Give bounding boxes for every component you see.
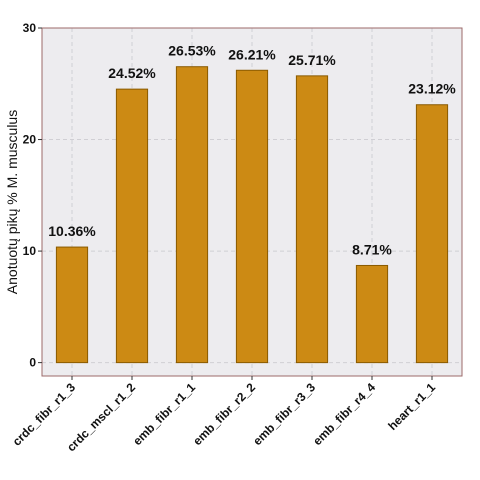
data-labels: 10.36% 24.52% 26.53% 26.21% 25.71% 8.71% 23.12… [48,43,456,258]
y-tick-label: 0 [29,356,36,370]
data-label: 8.71% [352,241,392,257]
y-axis: 0 10 20 30 [23,21,42,370]
data-label: 26.53% [168,43,216,59]
x-tick-label: emb_fibr_r1_1 [130,380,198,448]
x-tick-label: emb_fibr_r2_2 [190,380,258,448]
bar [295,75,329,364]
bar [115,88,149,364]
data-label: 25.71% [288,52,336,68]
x-tick-label: heart_r1_1 [385,380,438,433]
x-tick-label: emb_fibr_r3_3 [250,380,318,448]
bar [235,69,269,364]
bar [175,66,209,364]
y-tick-label: 30 [23,21,37,35]
bar [355,264,389,364]
x-tick-label: emb_fibr_r4_4 [310,380,378,448]
data-label: 24.52% [108,65,156,81]
data-label: 23.12% [408,81,456,97]
bar [55,246,89,364]
y-axis-title: Anotuotų pikų % M. musculus [4,110,20,294]
data-label: 10.36% [48,223,96,239]
data-label: 26.21% [228,46,276,62]
y-tick-label: 10 [23,244,37,258]
x-axis: crdc_fibr_r1_3crdc_mscl_r1_2emb_fibr_r1_… [10,376,438,454]
x-tick-label: crdc_fibr_r1_3 [10,380,79,449]
bar [415,104,449,364]
bars [55,66,449,364]
y-tick-label: 20 [23,133,37,147]
